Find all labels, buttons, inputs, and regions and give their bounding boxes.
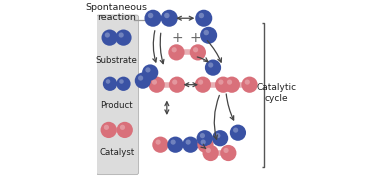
Circle shape: [215, 133, 220, 138]
Circle shape: [161, 10, 178, 27]
Circle shape: [230, 125, 246, 141]
Circle shape: [227, 79, 232, 85]
Circle shape: [198, 79, 203, 85]
Circle shape: [104, 125, 109, 130]
Circle shape: [200, 133, 205, 138]
Circle shape: [148, 13, 153, 18]
Circle shape: [218, 79, 223, 85]
Circle shape: [208, 62, 213, 68]
Circle shape: [193, 47, 198, 52]
Circle shape: [212, 130, 228, 146]
Circle shape: [203, 30, 209, 35]
Circle shape: [145, 67, 150, 73]
Circle shape: [119, 79, 124, 84]
Circle shape: [195, 10, 212, 27]
Circle shape: [206, 148, 211, 153]
Circle shape: [115, 30, 132, 46]
Circle shape: [152, 137, 169, 153]
Text: +: +: [171, 31, 183, 45]
Circle shape: [169, 77, 185, 93]
Circle shape: [102, 30, 118, 46]
Circle shape: [119, 32, 124, 38]
Text: Product: Product: [100, 101, 133, 110]
Circle shape: [215, 77, 231, 93]
Circle shape: [233, 127, 238, 133]
Circle shape: [144, 10, 161, 27]
Circle shape: [101, 122, 117, 138]
Circle shape: [149, 77, 165, 93]
Circle shape: [224, 77, 240, 93]
Text: Substrate: Substrate: [96, 56, 138, 65]
Circle shape: [168, 44, 184, 60]
Circle shape: [105, 32, 110, 38]
Circle shape: [103, 77, 117, 91]
Circle shape: [245, 79, 250, 85]
Circle shape: [197, 137, 214, 153]
Circle shape: [155, 140, 161, 145]
Circle shape: [203, 145, 219, 161]
Circle shape: [186, 140, 191, 145]
Circle shape: [170, 140, 176, 145]
Circle shape: [135, 73, 151, 89]
Circle shape: [197, 130, 213, 146]
Text: Spontaneous
reaction: Spontaneous reaction: [86, 3, 148, 22]
Circle shape: [220, 145, 237, 161]
Circle shape: [205, 60, 221, 76]
Text: Catalytic
cycle: Catalytic cycle: [257, 83, 297, 103]
Circle shape: [152, 79, 157, 85]
Circle shape: [223, 148, 229, 153]
Circle shape: [195, 77, 211, 93]
Circle shape: [167, 137, 184, 153]
Circle shape: [172, 79, 177, 85]
Circle shape: [138, 76, 143, 81]
Circle shape: [164, 13, 170, 18]
Text: +: +: [190, 31, 201, 45]
Circle shape: [199, 13, 204, 18]
Circle shape: [106, 79, 110, 84]
Circle shape: [142, 64, 158, 81]
Circle shape: [200, 27, 217, 44]
Circle shape: [201, 140, 206, 145]
Circle shape: [120, 125, 125, 130]
Circle shape: [116, 77, 131, 91]
Circle shape: [190, 44, 206, 60]
FancyBboxPatch shape: [96, 15, 139, 175]
Circle shape: [172, 47, 177, 52]
Circle shape: [242, 77, 258, 93]
Circle shape: [182, 137, 198, 153]
Text: Catalyst: Catalyst: [99, 148, 134, 157]
Circle shape: [117, 122, 133, 138]
